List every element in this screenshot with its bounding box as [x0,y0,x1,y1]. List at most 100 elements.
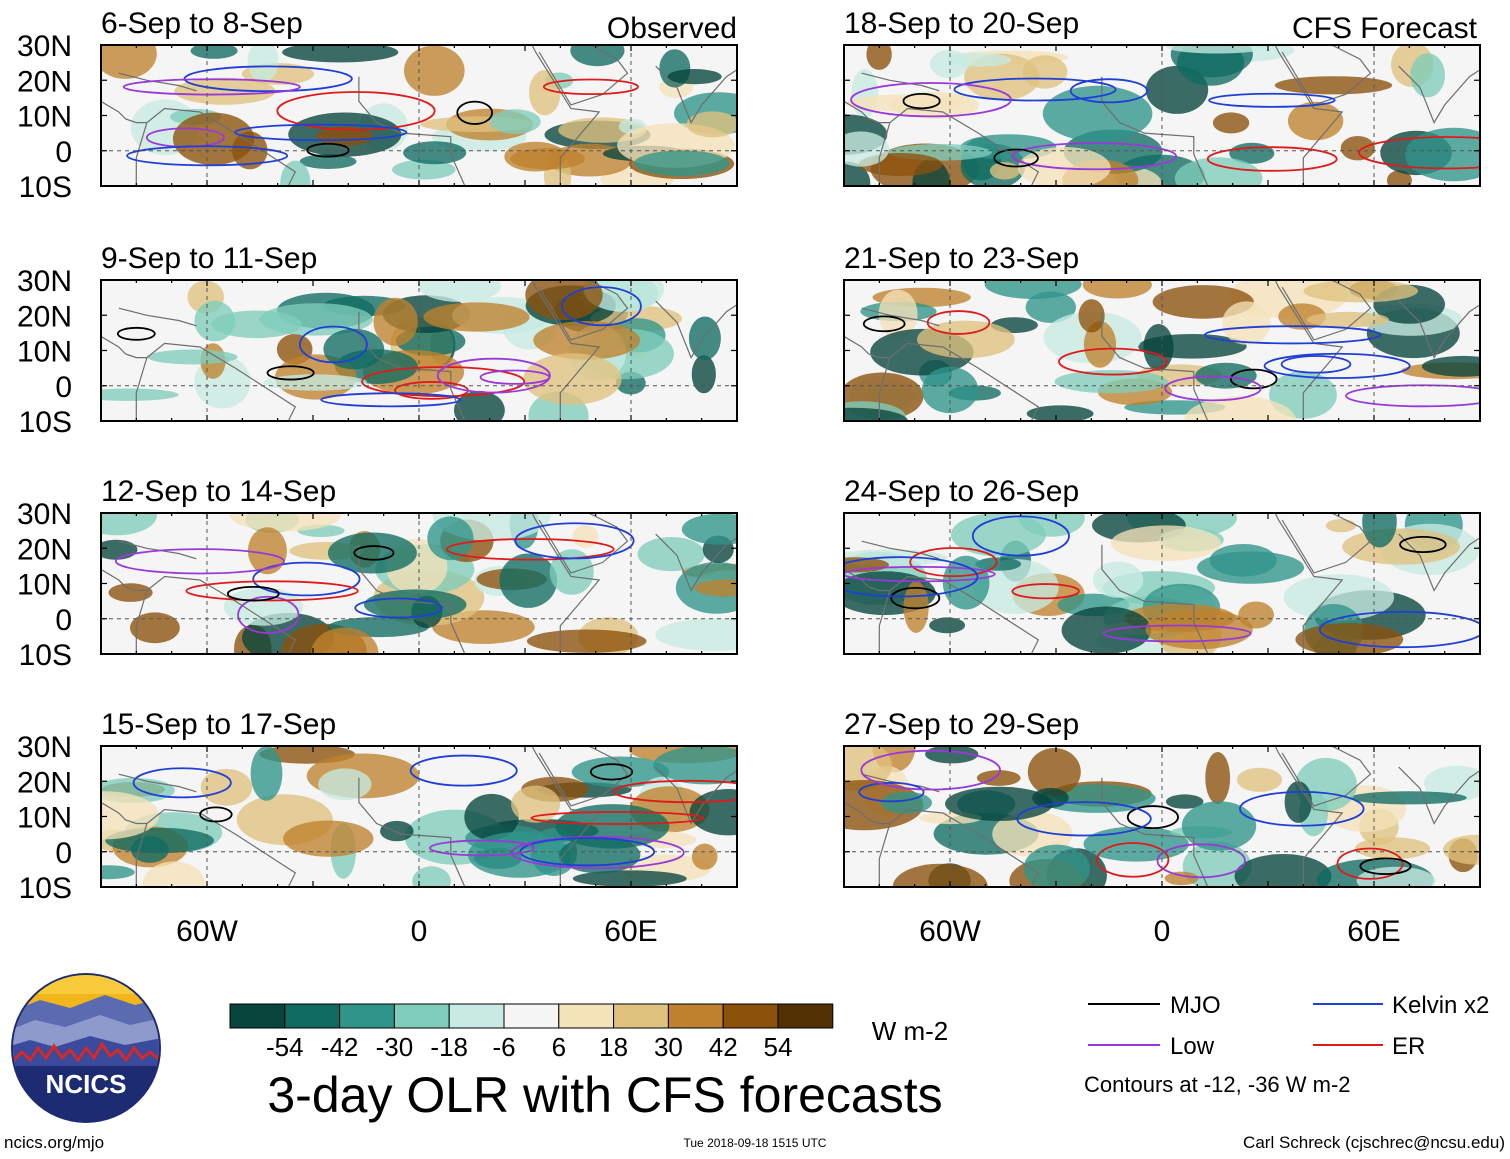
olr-anomaly-blob [945,786,1053,821]
coastlines [101,746,737,887]
colorbar-label: -6 [492,1032,515,1062]
legend-mjo-label: MJO [1170,992,1221,1019]
olr-anomaly-blob [323,328,385,370]
colorbar-label: 6 [552,1032,566,1062]
olr-anomaly-blob [247,45,279,82]
colorbar-swatch [722,1003,779,1029]
olr-anomaly-blob [526,629,647,653]
olr-anomaly-blob [1166,45,1268,54]
er-contour [909,547,998,578]
lat-tick-label: 0 [55,136,72,169]
kelvin-contour [858,781,925,803]
colorbar-swatch [503,1003,560,1029]
coastline-segment [844,568,890,592]
kelvin-contour [1263,352,1411,379]
kelvin-contour [409,754,518,787]
coastline-segment [358,45,601,186]
wave-contours [844,515,1480,649]
olr-anomaly-blob [147,349,238,365]
olr-anomaly-blob [404,45,465,96]
er-contour [542,78,639,96]
olr-anomaly-blob [846,94,965,112]
olr-anomaly-blob [190,45,238,59]
olr-anomaly-blob [1236,767,1283,792]
olr-anomaly-blob [1205,752,1231,804]
panel-date-label: 21-Sep to 23-Sep [844,242,1079,275]
panel-date-label: 15-Sep to 17-Sep [101,708,336,741]
wave-contours [116,286,642,408]
logo-text: NCICS [46,1069,127,1099]
olr-anomaly-blob [572,525,599,548]
olr-anomaly-blob [403,141,467,165]
olr-anomaly-blob [1212,112,1250,134]
lat-tick-label: 10N [17,336,72,369]
olr-anomaly-blob [1421,355,1480,377]
olr-anomaly-blob [200,768,253,806]
colorbar-label: -42 [321,1032,359,1062]
kelvin-contour [1280,355,1352,374]
kelvin-contour [252,561,361,597]
olr-anomaly-blob [311,627,379,654]
olr-anomaly-blob [570,45,625,67]
olr-anomaly-blob [101,791,160,840]
er-contour [1206,146,1338,172]
olr-anomaly-blob [984,280,1082,299]
panel-date-label: 27-Sep to 29-Sep [844,708,1079,741]
olr-anomaly-blob [1410,53,1445,98]
colorbar-label: 42 [709,1032,738,1062]
olr-anomaly-blob [1283,574,1395,621]
mjo-contour [306,142,350,158]
lat-tick-label: 10N [17,101,72,134]
lat-tick-label: 10S [19,872,72,905]
lat-tick-label: 30N [17,265,72,298]
olr-anomaly-blob [467,831,572,878]
olr-anomaly-blob [1340,136,1375,161]
olr-anomaly-blob [1184,396,1297,421]
colorbar-swatch [284,1003,341,1029]
kelvin-contour [1318,610,1480,649]
olr-anomaly-blob [223,587,303,626]
olr-anomaly-blob [929,617,966,634]
coastline-segment [1398,766,1480,825]
coastlines [844,746,1480,887]
olr-anomaly-blob [1362,513,1397,548]
colorbar-units: W m-2 [872,1016,949,1046]
lat-tick-label: 20N [17,300,72,333]
olr-anomaly-blob [1356,866,1436,887]
lat-tick-label: 20N [17,533,72,566]
olr-anomaly-blob [101,865,135,880]
coastline-segment [1281,280,1372,341]
olr-anomaly-blob [1182,841,1252,887]
olr-anomaly-blob [1110,525,1221,561]
coastline-segment [878,808,1040,887]
olr-anomaly-blob [1195,362,1257,389]
coastline-segment [118,307,197,327]
olr-anomaly-blob [318,768,372,801]
mjo-contour [199,806,233,823]
lat-tick-label: 30N [17,731,72,764]
coastline-segment [1281,513,1372,574]
low-contour [1102,624,1252,643]
olr-anomaly-blob [1386,170,1412,186]
observed-header: Observed [607,12,737,45]
colorbar-swatch [339,1003,395,1029]
olr-anomaly-blob [250,746,283,801]
olr-anomaly-blob [653,746,737,785]
coastline-segment [1398,65,1480,124]
lon-tick-label: 0 [411,915,428,948]
olr-anomaly-blob [667,69,722,85]
kelvin-contour [514,522,635,560]
olr-anomaly-blob [130,836,169,863]
olr-anomaly-blob [1405,127,1480,182]
lat-tick-label: 10N [17,569,72,602]
olr-anomaly-blob [691,355,716,394]
olr-anomaly-blob [1287,101,1344,141]
mjo-contour [902,92,941,110]
olr-anomaly-blob [1443,834,1480,865]
olr-anomaly-blob [316,126,373,147]
olr-anomaly-blob [1143,324,1174,371]
colorbar-swatch [393,1003,450,1029]
